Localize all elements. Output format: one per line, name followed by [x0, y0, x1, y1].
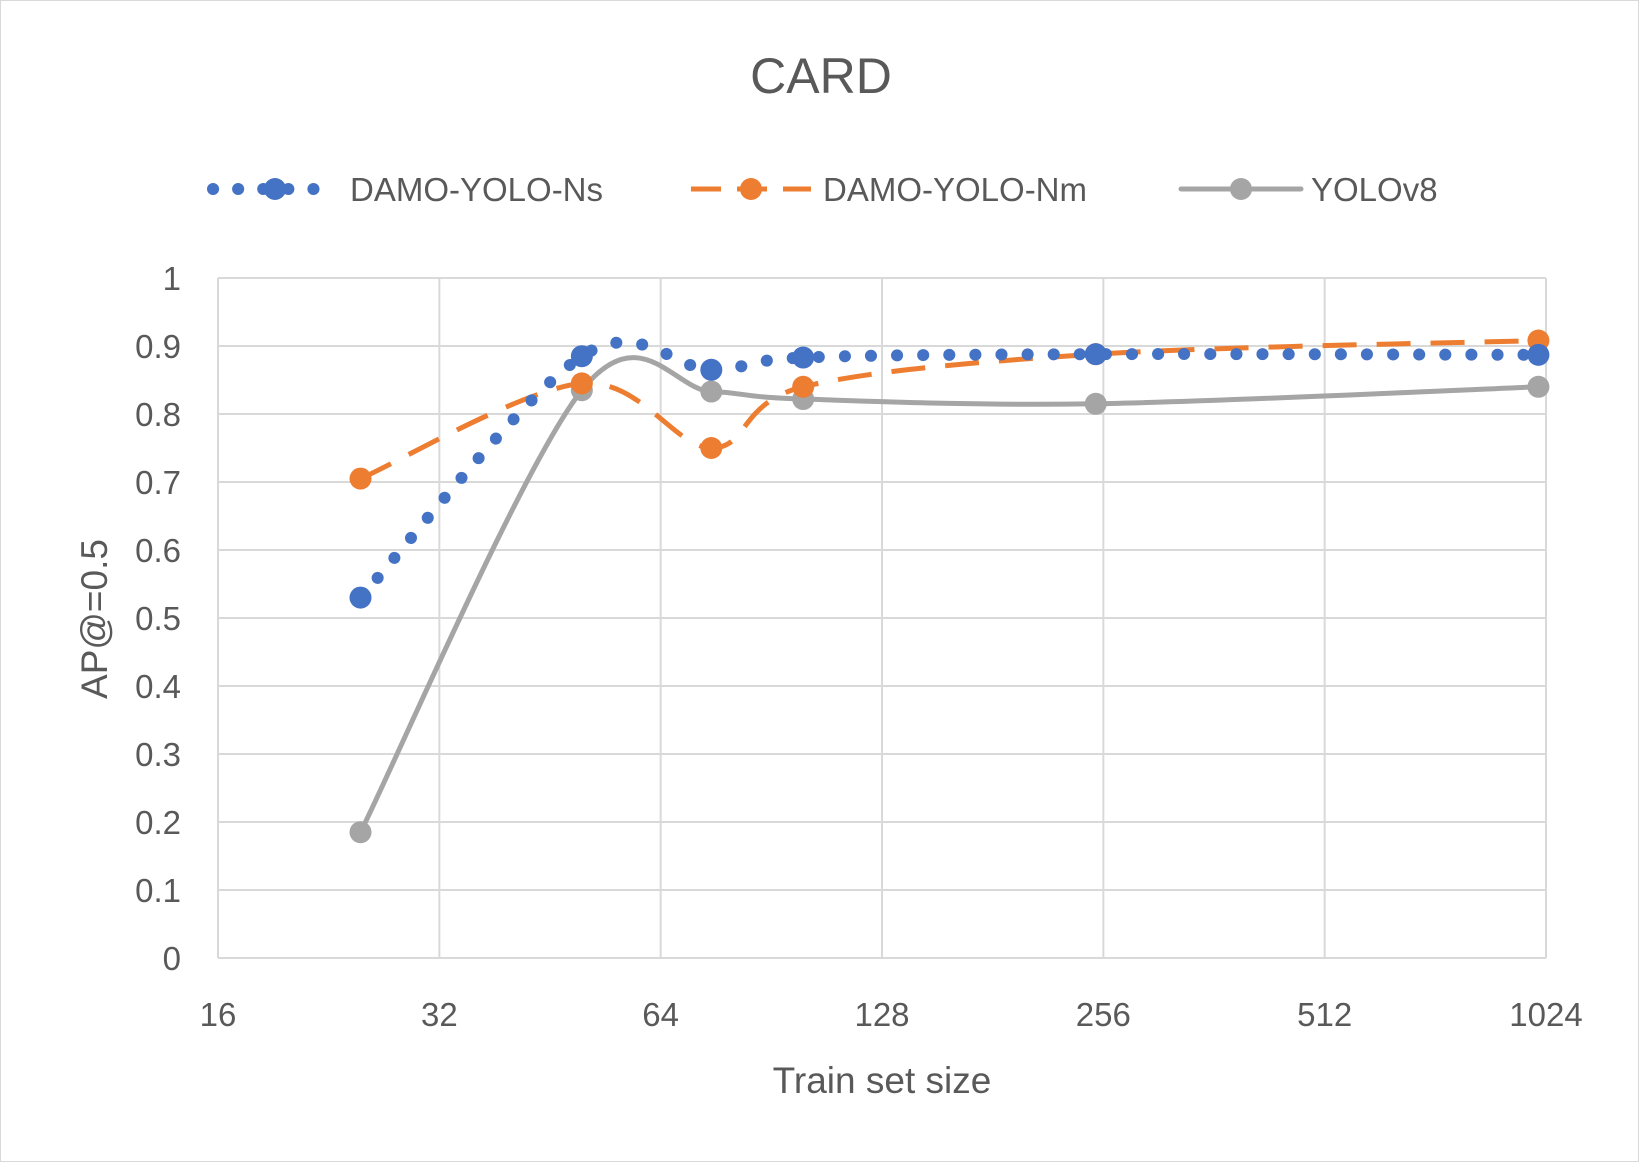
y-tick-label: 0.5 [135, 600, 181, 637]
legend: DAMO-YOLO-Ns DAMO-YOLO-Nm YOLOv8 [207, 171, 1438, 208]
data-point [349, 586, 372, 609]
legend-label: DAMO-YOLO-Nm [823, 171, 1087, 208]
legend-item: DAMO-YOLO-Nm [691, 171, 1087, 208]
data-point [792, 375, 815, 398]
y-tick-label: 0.9 [135, 328, 181, 365]
y-tick-label: 0.7 [135, 464, 181, 501]
series-yolov8 [349, 355, 1550, 844]
legend-marker [740, 178, 762, 200]
y-tick-label: 0.3 [135, 736, 181, 773]
data-point [1527, 375, 1550, 398]
series-line [354, 336, 1545, 604]
legend-item: DAMO-YOLO-Ns [207, 171, 603, 208]
chart-title: CARD [750, 48, 892, 104]
x-axis-ticks: 16 32 64 128 256 512 1024 [200, 996, 1583, 1033]
x-tick-label: 32 [421, 996, 458, 1033]
data-point [570, 345, 593, 368]
x-tick-label: 64 [642, 996, 679, 1033]
x-tick-label: 1024 [1509, 996, 1582, 1033]
series-line [359, 338, 1539, 481]
y-tick-label: 0.2 [135, 804, 181, 841]
x-axis-label: Train set size [773, 1060, 992, 1101]
data-point [700, 380, 723, 403]
legend-marker [264, 178, 286, 200]
x-tick-label: 16 [200, 996, 237, 1033]
y-axis-label: AP@=0.5 [74, 539, 115, 699]
series-line [358, 355, 1541, 835]
y-tick-label: 0 [163, 940, 181, 977]
data-point [349, 467, 372, 490]
x-tick-label: 512 [1297, 996, 1352, 1033]
x-tick-label: 128 [854, 996, 909, 1033]
y-axis-ticks: 0 0.1 0.2 0.3 0.4 0.5 0.6 0.7 0.8 0.9 1 [135, 260, 181, 977]
y-tick-label: 0.8 [135, 396, 181, 433]
data-point [1084, 392, 1107, 415]
series-layer [349, 329, 1550, 844]
legend-label: YOLOv8 [1311, 171, 1438, 208]
data-point [700, 358, 723, 381]
series-damo-yolo-ns [349, 336, 1550, 609]
legend-label: DAMO-YOLO-Ns [350, 171, 603, 208]
data-point [792, 346, 815, 369]
legend-item: YOLOv8 [1178, 171, 1438, 208]
legend-marker [1230, 178, 1252, 200]
data-point [349, 821, 372, 844]
y-tick-label: 0.4 [135, 668, 181, 705]
x-tick-label: 256 [1076, 996, 1131, 1033]
data-point [570, 372, 593, 395]
y-tick-label: 0.6 [135, 532, 181, 569]
data-point [700, 437, 723, 459]
data-point [1527, 343, 1550, 366]
gridlines [217, 277, 1547, 959]
y-tick-label: 1 [163, 260, 181, 297]
y-tick-label: 0.1 [135, 872, 181, 909]
data-point [1084, 343, 1107, 366]
